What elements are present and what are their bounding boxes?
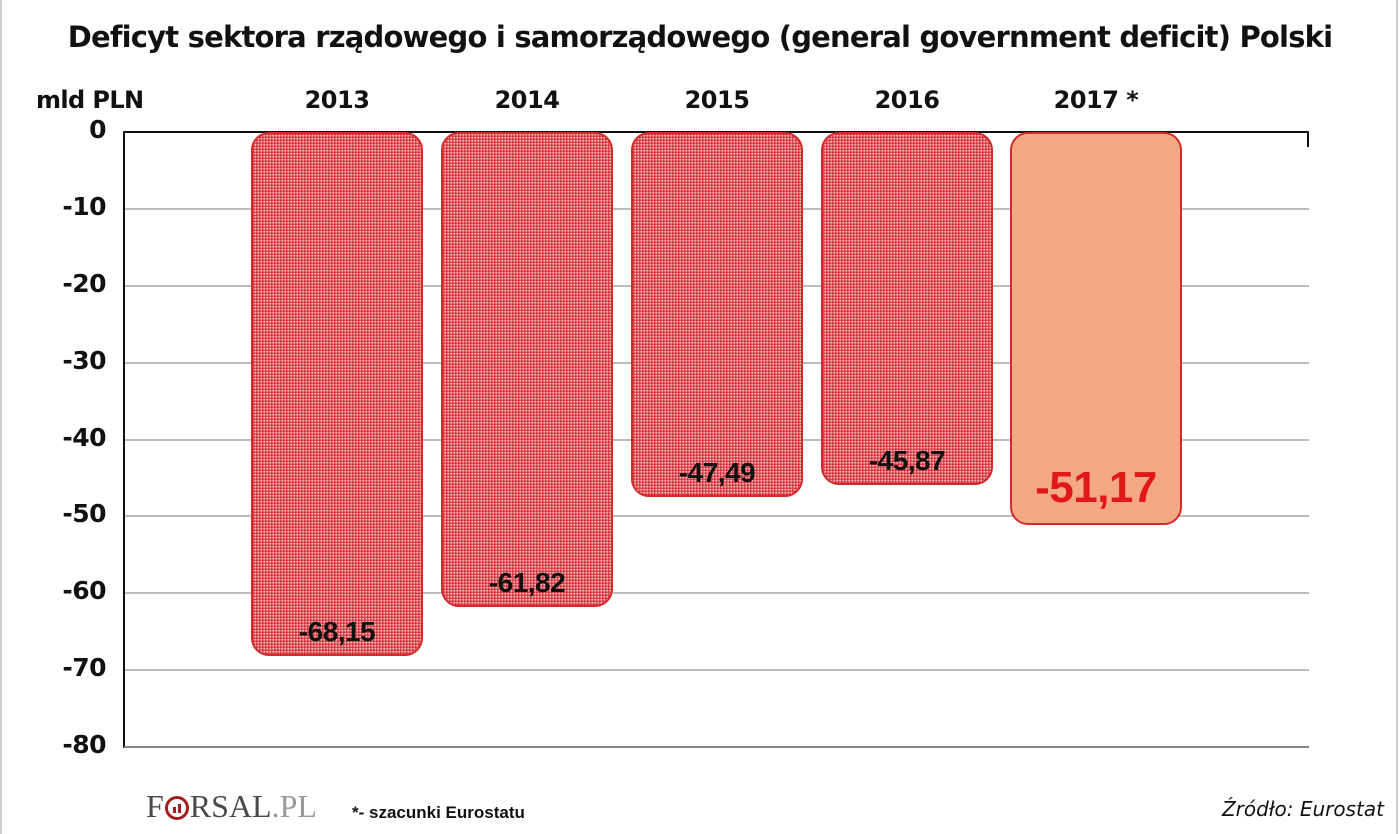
x-category-label: 2013 bbox=[304, 86, 370, 114]
gridline bbox=[124, 592, 1309, 595]
footnote: *- szacunki Eurostatu bbox=[352, 803, 525, 822]
y-tick-label: 0 bbox=[89, 115, 106, 144]
bar-value-label: -68,15 bbox=[298, 615, 376, 647]
y-tick-label: -20 bbox=[62, 268, 106, 298]
y-tick-label: -60 bbox=[62, 576, 106, 606]
x-category-label: 2015 bbox=[684, 86, 750, 114]
bar: -61,82 bbox=[441, 132, 613, 608]
bar: -68,15 bbox=[251, 132, 423, 656]
y-tick-label: -70 bbox=[62, 653, 106, 683]
gridline bbox=[124, 669, 1309, 672]
logo-chart-icon bbox=[164, 796, 189, 820]
bar-value-label: -61,82 bbox=[488, 567, 566, 599]
y-tick-label: -80 bbox=[62, 730, 106, 759]
y-axis-line bbox=[123, 131, 125, 748]
bar: -47,49 bbox=[631, 132, 803, 498]
x-category-label: 2016 bbox=[874, 86, 940, 114]
y-axis-unit-label: mld PLN bbox=[36, 86, 144, 114]
bar-value-label: -45,87 bbox=[868, 444, 946, 476]
y-tick-label: -30 bbox=[62, 345, 106, 375]
bar-value-label: -47,49 bbox=[678, 457, 756, 489]
axis-right-tick bbox=[1307, 131, 1309, 147]
x-category-label: 2014 bbox=[494, 86, 560, 114]
y-tick-label: -40 bbox=[62, 422, 106, 452]
forsal-logo: F RSAL.PL bbox=[146, 788, 317, 824]
bar-value-label: -51,17 bbox=[1035, 463, 1157, 513]
y-tick-label: -10 bbox=[62, 191, 106, 221]
source-label: Źródło: Eurostat bbox=[1221, 797, 1384, 821]
x-category-label: 2017 * bbox=[1053, 86, 1139, 114]
bar-estimate: -51,17 bbox=[1010, 132, 1182, 526]
gridline bbox=[124, 515, 1309, 518]
plot-bottom-line bbox=[124, 746, 1309, 748]
chart-title: Deficyt sektora rządowego i samorządoweg… bbox=[67, 20, 1333, 54]
y-tick-label: -50 bbox=[62, 499, 106, 529]
bar: -45,87 bbox=[821, 132, 993, 485]
